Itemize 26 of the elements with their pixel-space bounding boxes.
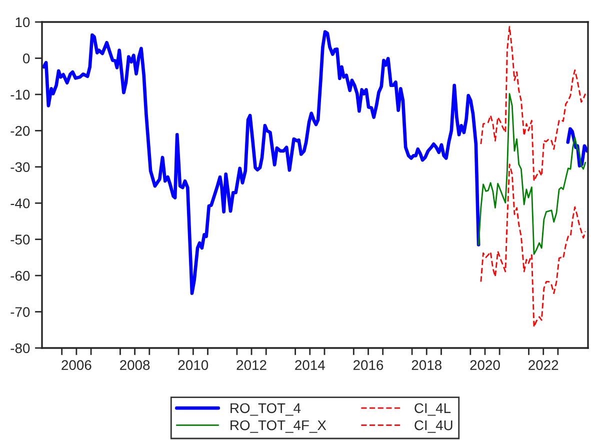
- x-tick-label: 2014: [295, 360, 325, 370]
- legend-label: RO_TOT_4F_X: [230, 420, 326, 433]
- x-tick-label: 2016: [354, 360, 384, 370]
- y-tick-label: -60: [10, 270, 30, 281]
- y-tick-label: 10: [16, 17, 30, 28]
- x-tick-label: 2020: [470, 360, 500, 370]
- line-series: [480, 164, 586, 328]
- y-tick-label: -80: [10, 343, 30, 354]
- legend-label: CI_4U: [414, 420, 452, 433]
- x-tick-label: 2018: [412, 360, 442, 370]
- x-tick-label: 2012: [236, 360, 266, 370]
- x-tick-label: 2022: [528, 360, 558, 370]
- line-series: [480, 26, 586, 182]
- x-tick-label: 2010: [178, 360, 208, 370]
- legend-label: RO_TOT_4: [230, 403, 301, 416]
- y-tick-label: 0: [23, 54, 30, 64]
- x-tick-label: 2008: [120, 360, 150, 370]
- y-tick-label: -70: [10, 307, 30, 317]
- y-tick-label: -30: [10, 162, 30, 172]
- legend-label: CI_4L: [414, 403, 451, 416]
- y-tick-label: -10: [10, 90, 30, 100]
- line-series: [478, 93, 586, 255]
- x-tick-label: 2006: [62, 360, 92, 370]
- y-tick-label: -40: [10, 198, 30, 208]
- y-tick-label: -20: [10, 126, 30, 136]
- y-tick-label: -50: [10, 234, 30, 245]
